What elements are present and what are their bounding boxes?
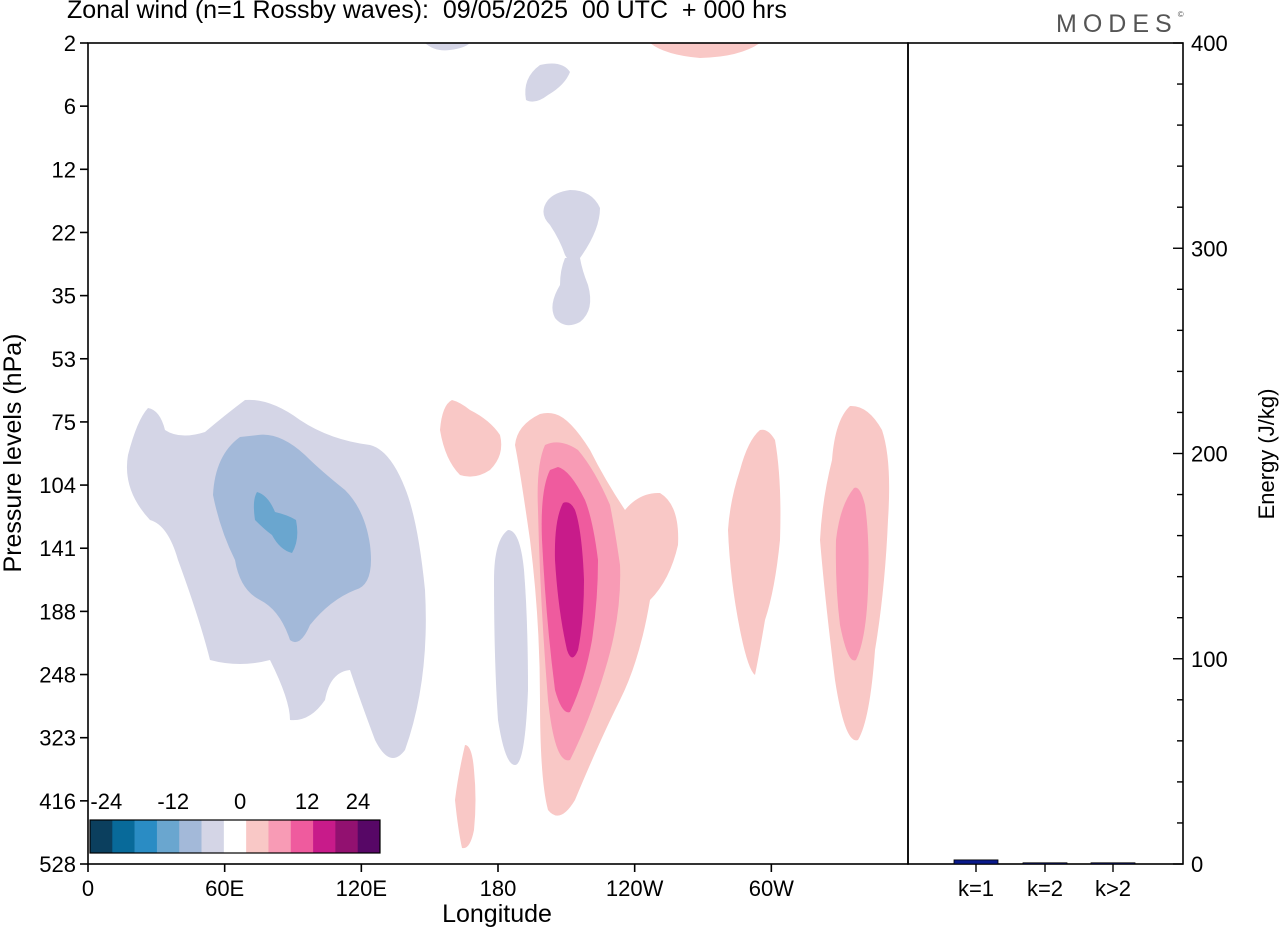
- energy-tick-label: 400: [1191, 31, 1228, 56]
- energy-y-axis: 0 100 200 300 400: [1173, 31, 1228, 877]
- colorbar-label: 12: [295, 789, 319, 814]
- y-axis-label: Pressure levels (hPa): [0, 334, 27, 573]
- energy-bar-chart: 0 100 200 300 400 k=1 k=2 k>2 Energy (J/kg): [907, 31, 1279, 901]
- y-tick-label: 35: [52, 284, 76, 309]
- energy-tick-label: 300: [1191, 236, 1228, 261]
- chart-title: Zonal wind (n=1 Rossby waves): 09/05/202…: [67, 0, 787, 24]
- y-tick-label: 528: [39, 852, 76, 877]
- x-tick-label: 60W: [749, 876, 794, 901]
- wavenumber-label: k=2: [1027, 876, 1063, 901]
- y-tick-label: 2: [64, 31, 76, 56]
- y-tick-label: 416: [39, 789, 76, 814]
- energy-axis-label: Energy (J/kg): [1254, 389, 1279, 520]
- contour-main-150w-20: [554, 502, 584, 658]
- brand-text: MODES: [1056, 10, 1178, 38]
- colorbar-swatch: [179, 820, 202, 853]
- colorbar-swatch: [268, 820, 292, 853]
- colorbar-swatch: [112, 820, 135, 853]
- colorbar-label: 0: [234, 789, 246, 814]
- y-tick-label: 75: [52, 410, 76, 435]
- wavenumber-axis: k=1 k=2 k>2: [958, 864, 1131, 901]
- contour-top-120w-5: [650, 43, 760, 58]
- colorbar-swatch: [156, 820, 180, 853]
- colorbar: -24 -12 0 12 24: [89, 789, 381, 854]
- contour-core-25w-10: [835, 487, 869, 661]
- y-axis: 2 6 12 22 35 53 75 104 141 188 248 323 416 528: [39, 31, 88, 877]
- colorbar-label: 24: [346, 789, 370, 814]
- energy-bar: [953, 859, 999, 865]
- colorbar-swatch: [246, 820, 269, 853]
- colorbar-swatch: [357, 820, 381, 853]
- colorbar-swatch: [290, 820, 314, 853]
- x-tick-label: 120E: [336, 876, 387, 901]
- contour-column-160w-m5: [494, 530, 528, 765]
- x-tick-label: 120W: [606, 876, 664, 901]
- contour-strato-115w-lower-m5: [552, 258, 591, 326]
- y-tick-label: 141: [39, 536, 76, 561]
- x-tick-label: 180: [480, 876, 517, 901]
- colorbar-frame: [89, 819, 381, 854]
- colorbar-swatch: [313, 820, 336, 853]
- colorbar-swatch: [201, 820, 225, 853]
- contour-top-155e-m5: [425, 43, 470, 51]
- contour-plot: 0 60E 120E 180 120W 60W 2 6 12 22 35 53 75 104 141 188…: [0, 31, 909, 928]
- bar-plot-frame: [907, 42, 1184, 865]
- energy-bar: [1090, 862, 1136, 865]
- energy-tick-label: 100: [1191, 647, 1228, 672]
- x-axis-label: Longitude: [442, 900, 552, 928]
- contour-lobe-70w-5: [728, 429, 781, 675]
- colorbar-swatch: [134, 820, 158, 853]
- colorbar-swatch: [223, 820, 247, 853]
- contour-tube-170e-m5: [525, 63, 570, 102]
- contour-strato-115w-upper-m5: [543, 190, 600, 261]
- energy-tick-label: 200: [1191, 442, 1228, 467]
- colorbar-label: -24: [90, 789, 122, 814]
- colorbar-swatch: [90, 820, 113, 853]
- y-tick-label: 53: [52, 347, 76, 372]
- y-tick-label: 323: [39, 726, 76, 751]
- contour-inner-80e-m15: [253, 492, 298, 553]
- x-axis: 0 60E 120E 180 120W 60W: [82, 864, 794, 901]
- modes-logo: MODES©: [1056, 10, 1184, 39]
- energy-bar: [1022, 862, 1068, 865]
- y-tick-label: 12: [52, 157, 76, 182]
- energy-tick-label: 0: [1191, 852, 1203, 877]
- contour-lobe-165w-5: [440, 400, 502, 477]
- x-tick-label: 60E: [205, 876, 244, 901]
- x-tick-label: 0: [82, 876, 94, 901]
- y-tick-label: 6: [64, 94, 76, 119]
- contour-fills: [126, 43, 890, 849]
- wavenumber-label: k>2: [1095, 876, 1131, 901]
- wavenumber-label: k=1: [958, 876, 994, 901]
- y-tick-label: 248: [39, 663, 76, 688]
- energy-bars: [953, 859, 1136, 865]
- brand-mark: ©: [1177, 10, 1184, 19]
- colorbar-swatch: [335, 820, 358, 853]
- y-tick-label: 22: [52, 220, 76, 245]
- y-tick-label: 188: [39, 599, 76, 624]
- y-tick-label: 104: [39, 473, 76, 498]
- contour-tube-170w-5: [455, 745, 476, 849]
- colorbar-label: -12: [157, 789, 189, 814]
